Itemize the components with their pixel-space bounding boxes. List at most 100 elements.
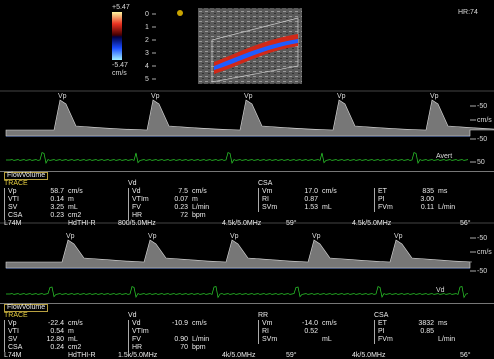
cell-unit: cm2 <box>68 344 81 352</box>
axis-label: 50 <box>477 159 485 166</box>
graphics: +5.47-5.47cm/sHR:74012345VpVpVpVpVpAvert… <box>0 0 494 359</box>
depth-label: 0 <box>145 11 149 18</box>
separator <box>0 303 494 304</box>
depth-label: 5 <box>145 76 149 83</box>
footer-item: HdTHI-R <box>68 352 96 359</box>
cell-value: 0.54 <box>34 328 64 336</box>
cell-label: VTI <box>4 328 19 336</box>
depth-label: 3 <box>145 50 149 57</box>
table-header: TRACE <box>4 180 28 188</box>
peak-label: Vp <box>244 93 253 100</box>
cell-value: 7.5 <box>158 188 188 196</box>
footer-item: 56° <box>460 220 471 228</box>
table-header: Vd <box>128 180 137 188</box>
footer-item: 800/5.0MHz <box>118 220 156 228</box>
cell-unit: cm/s <box>192 188 207 196</box>
cell-label: Vp <box>4 320 17 328</box>
depth-label: 4 <box>145 63 149 70</box>
peak-label: Vp <box>148 233 157 240</box>
cell-label: RI <box>258 196 269 204</box>
footer-item: 4k/5.0MHz <box>352 352 385 359</box>
cell-label: FVm <box>374 336 393 344</box>
depth-label: 1 <box>145 24 149 31</box>
cell-label: FVm <box>374 204 393 212</box>
cell-label: Vm <box>258 188 273 196</box>
footer-item: 4.5k/5.0MHz <box>352 220 391 228</box>
axis-label: -50 <box>477 103 487 110</box>
cell-value: 3832 <box>404 320 434 328</box>
axis-label: -50 <box>477 136 487 143</box>
table-header: TRACE <box>4 312 28 320</box>
cell-value: 0.23 <box>34 212 64 220</box>
cell-unit: mL <box>322 204 332 212</box>
hr: HR:74 <box>458 9 478 16</box>
cell-label: VTI <box>4 196 19 204</box>
axis-label: cm/s <box>477 249 492 256</box>
cell-value: 3.00 <box>404 196 434 204</box>
cell-value: 0.11 <box>404 204 434 212</box>
cell-unit: cm/s <box>68 188 83 196</box>
peak-label: Vp <box>312 233 321 240</box>
footer-item: L74M <box>4 352 22 359</box>
peak-label: Vp <box>430 93 439 100</box>
cell-value: 0.14 <box>34 196 64 204</box>
footer-item: 4.5k/5.0MHz <box>222 220 261 228</box>
axis-label: -50 <box>477 235 487 242</box>
separator <box>0 171 494 172</box>
peak-label: Vp <box>58 93 67 100</box>
cell-value: -14.0 <box>288 320 318 328</box>
cell-value: -22.4 <box>34 320 64 328</box>
cell-label: PI <box>374 196 385 204</box>
axis-label: -50 <box>477 268 487 275</box>
cell-label: Vd <box>128 320 141 328</box>
color-min: -5.47 <box>112 62 128 69</box>
color-unit: cm/s <box>112 70 127 77</box>
cell-unit: L/min <box>438 336 455 344</box>
ecg-trace <box>6 153 468 163</box>
cell-label: CSA <box>4 344 22 352</box>
ecg-trace <box>6 287 468 298</box>
cell-value: 0.87 <box>288 196 318 204</box>
orientation-marker <box>177 10 183 16</box>
cell-unit: ms <box>438 188 447 196</box>
trace-label: Vd <box>436 287 445 294</box>
table-header: CSA <box>374 312 388 320</box>
peak-label: Vp <box>66 233 75 240</box>
cell-unit: mL <box>68 336 78 344</box>
cell-value: 12.80 <box>34 336 64 344</box>
cell-label: Vd <box>128 188 141 196</box>
cell-unit: cm/s <box>192 320 207 328</box>
cell-unit: mL <box>322 336 332 344</box>
color-max: +5.47 <box>112 4 130 11</box>
cell-unit: cm/s <box>68 320 83 328</box>
cell-unit: cm/s <box>322 188 337 196</box>
trace-label: Avert <box>436 153 452 160</box>
cell-label: SVm <box>258 336 277 344</box>
cell-unit: mL <box>68 204 78 212</box>
cell-unit: m <box>192 196 198 204</box>
footer-item: 59° <box>286 352 297 359</box>
spectral-waveform <box>6 240 472 268</box>
cell-label: FV <box>128 336 141 344</box>
cell-label: ET <box>374 320 387 328</box>
cell-label: HR <box>128 212 142 220</box>
cell-label: FV <box>128 204 141 212</box>
peak-label: Vp <box>151 93 160 100</box>
table-header: Vd <box>128 312 137 320</box>
cell-value: 3.25 <box>34 204 64 212</box>
footer-item: L74M <box>4 220 22 228</box>
table-header: CSA <box>258 180 272 188</box>
footer-item: 1.5k/5.0MHz <box>118 352 157 359</box>
peak-label: Vp <box>337 93 346 100</box>
cell-label: PI <box>374 328 385 336</box>
footer-item: 4k/5.0MHz <box>222 352 255 359</box>
cell-unit: m <box>68 196 74 204</box>
cell-unit: m <box>68 328 74 336</box>
cell-unit: cm2 <box>68 212 81 220</box>
cell-value: 0.85 <box>404 328 434 336</box>
cell-unit: L/min <box>192 336 209 344</box>
cell-value: 1.53 <box>288 204 318 212</box>
cell-label: VTIm <box>128 328 149 336</box>
cell-unit: L/min <box>192 204 209 212</box>
depth-label: 2 <box>145 37 149 44</box>
